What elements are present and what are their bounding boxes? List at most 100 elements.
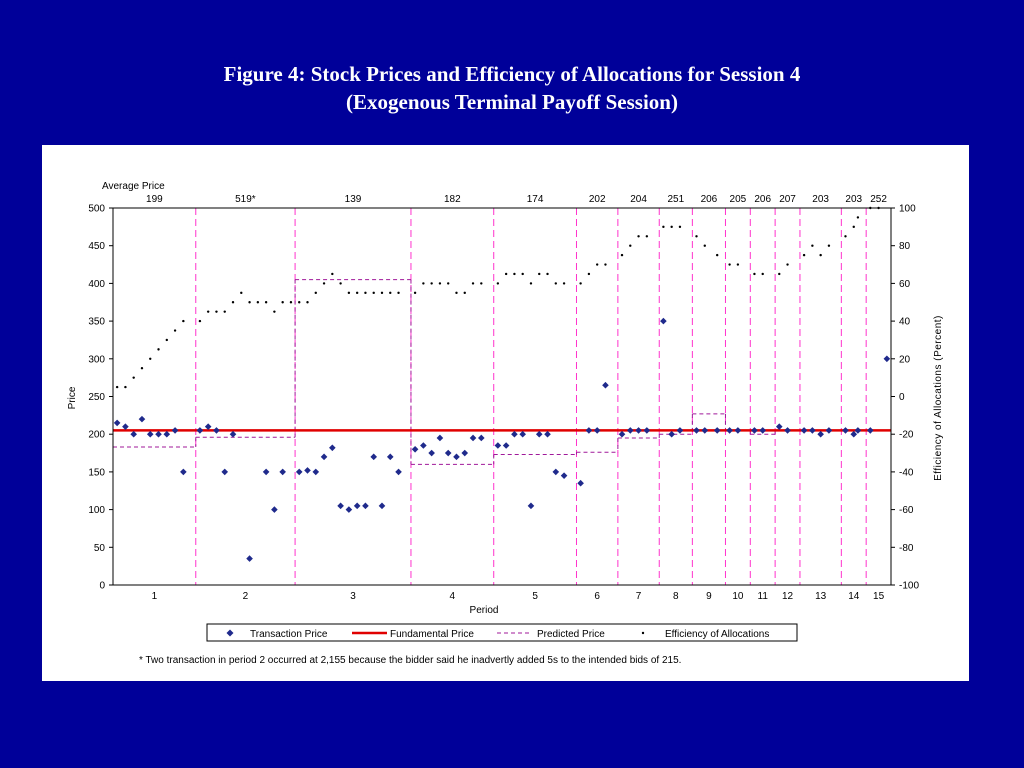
y2-tick-label: -20	[899, 430, 914, 441]
footnote: * Two transaction in period 2 occurred a…	[139, 655, 681, 666]
transaction-price-point	[213, 427, 220, 434]
transaction-price-point	[395, 468, 402, 476]
transaction-price-point	[428, 449, 435, 457]
efficiency-point	[430, 282, 433, 285]
efficiency-point	[521, 272, 524, 276]
efficiency-point	[827, 244, 831, 247]
efficiency-point	[496, 282, 500, 285]
efficiency-point	[579, 282, 582, 285]
efficiency-point	[322, 282, 326, 285]
efficiency-point	[620, 253, 624, 257]
average-price-label: 206	[754, 194, 771, 205]
transaction-price-point	[329, 444, 336, 452]
y2-tick-label: -40	[899, 467, 914, 478]
efficiency-point	[604, 263, 607, 266]
period-boundaries	[195, 208, 867, 585]
transaction-price-point	[229, 430, 237, 438]
transaction-price-point	[420, 442, 427, 449]
left-axis-ticks: 0 50 100 150 200 250 300 350 400 450 500	[88, 204, 113, 592]
period-label: 1	[152, 591, 158, 602]
efficiency-point	[786, 263, 789, 266]
y-tick-label: 200	[88, 430, 105, 441]
transaction-price-point	[535, 430, 543, 438]
slide-title: Figure 4: Stock Prices and Efficiency of…	[0, 60, 1024, 116]
efficiency-point	[306, 301, 309, 304]
period-label: 9	[706, 591, 712, 602]
y2-tick-label: -80	[899, 543, 914, 554]
efficiency-point	[513, 272, 516, 276]
period-label: 5	[532, 591, 538, 602]
y-tick-label: 250	[88, 392, 105, 403]
transaction-price-point	[527, 502, 535, 510]
efficiency-point	[538, 272, 541, 276]
transaction-price-point	[138, 415, 146, 423]
period-label: 15	[873, 591, 885, 602]
efficiency-point	[629, 244, 632, 247]
efficiency-point	[165, 338, 168, 342]
transaction-price-point	[246, 555, 253, 562]
transaction-price-point	[370, 453, 378, 461]
efficiency-point	[811, 244, 814, 247]
transaction-price-point	[544, 430, 551, 438]
efficiency-point	[273, 310, 276, 313]
y-tick-label: 450	[88, 241, 105, 252]
transaction-price-point	[726, 427, 733, 434]
efficiency-point	[447, 282, 450, 285]
transaction-price-point	[312, 468, 320, 476]
y-tick-label: 100	[88, 505, 105, 516]
transaction-price-point	[643, 427, 651, 434]
efficiency-point	[215, 310, 218, 313]
efficiency-point	[149, 357, 152, 360]
period-label: 13	[815, 591, 827, 602]
slide-title-line1: Figure 4: Stock Prices and Efficiency of…	[223, 62, 801, 86]
period-label: 4	[450, 591, 456, 602]
efficiency-point	[264, 301, 268, 304]
average-price-label: 207	[779, 194, 796, 205]
efficiency-series	[115, 206, 880, 389]
efficiency-point	[695, 235, 698, 238]
efficiency-point	[819, 253, 822, 257]
efficiency-point	[595, 263, 599, 266]
efficiency-point	[778, 272, 781, 276]
transaction-price-point	[262, 468, 270, 476]
y-tick-label: 400	[88, 279, 105, 290]
transaction-price-point	[171, 427, 179, 434]
average-price-label: 205	[730, 194, 747, 205]
efficiency-point	[703, 244, 706, 247]
transaction-price-point	[146, 430, 154, 438]
transaction-price-point	[353, 502, 361, 510]
efficiency-point	[198, 319, 202, 323]
legend-marker-transaction	[226, 629, 234, 637]
predicted-price-series	[113, 279, 891, 465]
y2-tick-label: -60	[899, 505, 914, 516]
average-price-label: 204	[630, 194, 647, 205]
efficiency-point	[736, 263, 740, 266]
y2-tick-label: 40	[899, 317, 911, 328]
transaction-price-point	[602, 381, 609, 389]
y2-tick-label: 80	[899, 241, 911, 252]
y2-tick-label: 0	[899, 392, 905, 403]
efficiency-point	[132, 376, 135, 379]
transaction-price-point	[552, 468, 560, 476]
y-tick-label: 500	[88, 204, 105, 215]
efficiency-point	[422, 282, 425, 285]
transaction-price-point	[378, 502, 386, 510]
transaction-price-point	[854, 427, 862, 434]
legend-label-transaction: Transaction Price	[250, 629, 328, 640]
average-price-label: 519*	[235, 194, 256, 205]
y-tick-label: 350	[88, 317, 105, 328]
average-price-label: 174	[527, 194, 544, 205]
transaction-price-point	[271, 506, 278, 513]
transaction-price-point	[163, 430, 171, 438]
efficiency-point	[355, 291, 359, 295]
efficiency-point	[480, 282, 483, 285]
period-label: 7	[636, 591, 642, 602]
transaction-price-point	[701, 427, 709, 434]
transaction-price-point	[155, 430, 162, 438]
average-price-labels: 199 519* 139 182 174 202 204 251 206 205 206 207 203…	[146, 194, 887, 205]
efficiency-point	[380, 291, 384, 295]
average-price-label: 203	[845, 194, 862, 205]
transaction-price-point	[784, 427, 791, 434]
efficiency-point	[347, 291, 351, 295]
transaction-price-point	[345, 506, 353, 513]
